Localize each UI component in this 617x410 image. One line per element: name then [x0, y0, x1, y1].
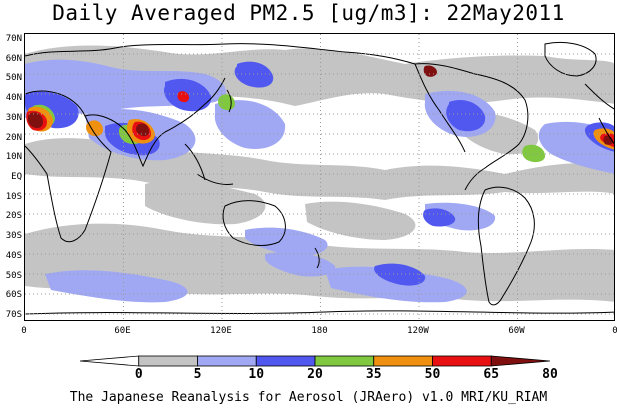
colorbar-label: 35 [365, 367, 382, 382]
colorbar-label: 10 [248, 367, 265, 382]
colorbar-segment [314, 355, 375, 367]
colorbar-label: 0 [134, 367, 143, 382]
graticule [25, 34, 614, 320]
pm25-map [24, 33, 615, 321]
colorbar-segment [373, 355, 433, 367]
latitude-label: 60S [5, 290, 22, 301]
latitude-label: 30S [5, 231, 22, 242]
map-title: Daily Averaged PM2.5 [ug/m3]: 22May2011 [52, 1, 565, 25]
latitude-label: EQ [11, 172, 22, 182]
latitude-label: 40S [5, 250, 22, 261]
latitude-label: 20S [5, 211, 22, 222]
latitude-label: 60N [5, 53, 22, 64]
colorbar-label: 50 [424, 367, 441, 382]
latitude-label: 10N [5, 152, 22, 163]
longitude-label: 120W [407, 326, 429, 336]
latitude-label: 20N [5, 132, 22, 143]
colorbar-segment [79, 355, 140, 367]
colorbar-label: 20 [307, 367, 323, 382]
latitude-label: 40N [5, 93, 22, 104]
colorbar-segment [490, 355, 551, 367]
longitude-label: 180 [311, 326, 328, 336]
colorbar-segment [432, 355, 492, 367]
colorbar-segment [138, 355, 198, 367]
latitude-label: 70N [5, 34, 22, 44]
latitude-label: 70S [5, 310, 22, 320]
longitude-label: 60W [508, 326, 525, 336]
dataset-credit: The Japanese Reanalysis for Aerosol (JRA… [69, 390, 548, 405]
latitude-label: 30N [5, 112, 22, 123]
longitude-label: 120E [210, 326, 232, 336]
colorbar-segment [255, 355, 316, 367]
colorbar-label: 65 [483, 367, 500, 382]
map-canvas [25, 34, 614, 320]
colorbar-label: 80 [542, 367, 558, 382]
latitude-label: 50S [5, 270, 22, 281]
longitude-label: 0 [21, 326, 27, 336]
latitude-label: 50N [5, 73, 22, 84]
longitude-label: 0 [612, 326, 617, 336]
colorbar-segment [197, 355, 257, 367]
longitude-label: 60E [114, 326, 131, 336]
coastlines [25, 41, 614, 315]
field-80-plus [27, 65, 613, 145]
colorbar-label: 5 [193, 367, 202, 382]
latitude-label: 10S [5, 191, 22, 202]
colorbar [79, 355, 551, 367]
